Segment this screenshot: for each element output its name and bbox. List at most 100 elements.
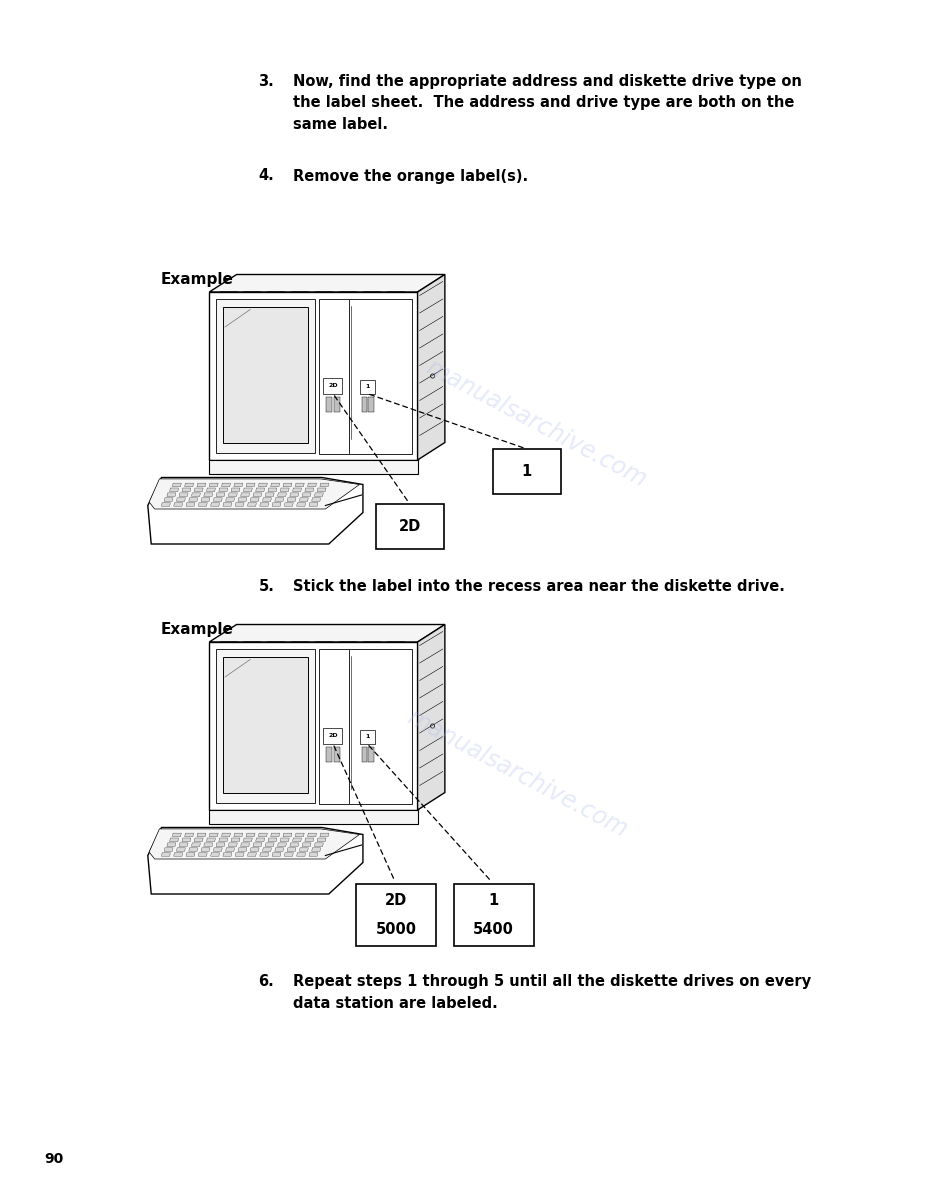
Polygon shape <box>209 810 418 824</box>
Polygon shape <box>174 503 182 506</box>
Polygon shape <box>213 848 223 851</box>
Polygon shape <box>260 503 269 506</box>
Polygon shape <box>194 838 203 842</box>
Polygon shape <box>149 828 360 858</box>
Polygon shape <box>231 488 240 491</box>
Polygon shape <box>360 730 375 744</box>
Polygon shape <box>149 479 360 509</box>
Polygon shape <box>222 833 230 837</box>
Polygon shape <box>173 833 181 837</box>
Polygon shape <box>179 492 188 496</box>
Polygon shape <box>223 852 232 856</box>
Polygon shape <box>210 503 220 506</box>
Text: Stick the label into the recess area near the diskette drive.: Stick the label into the recess area nea… <box>293 579 785 594</box>
Polygon shape <box>185 833 193 837</box>
Polygon shape <box>167 492 176 496</box>
Text: Now, find the appropriate address and diskette drive type on: Now, find the appropriate address and di… <box>293 73 802 89</box>
Polygon shape <box>170 488 178 491</box>
Polygon shape <box>240 492 250 496</box>
Polygon shape <box>260 852 269 856</box>
Text: the label sheet.  The address and drive type are both on the: the label sheet. The address and drive t… <box>293 95 794 111</box>
Polygon shape <box>308 833 316 837</box>
Text: 1: 1 <box>365 384 369 389</box>
Polygon shape <box>236 852 244 856</box>
Text: 5000: 5000 <box>376 922 417 937</box>
Polygon shape <box>312 848 320 851</box>
Polygon shape <box>164 848 173 851</box>
Polygon shape <box>418 625 445 810</box>
Polygon shape <box>360 379 375 394</box>
Polygon shape <box>234 483 243 486</box>
Text: 1: 1 <box>522 464 532 479</box>
Polygon shape <box>293 838 301 842</box>
Polygon shape <box>209 460 418 467</box>
Polygon shape <box>185 483 193 486</box>
Polygon shape <box>318 649 412 804</box>
Text: 6.: 6. <box>258 974 274 988</box>
Polygon shape <box>315 492 323 496</box>
Polygon shape <box>246 833 255 837</box>
Polygon shape <box>300 497 308 501</box>
Polygon shape <box>216 649 316 803</box>
Polygon shape <box>240 843 250 846</box>
Text: manualsarchive.com: manualsarchive.com <box>403 706 631 843</box>
Polygon shape <box>248 852 256 856</box>
Polygon shape <box>258 833 268 837</box>
Polygon shape <box>238 848 247 851</box>
Polygon shape <box>287 848 296 851</box>
Polygon shape <box>283 483 292 486</box>
Polygon shape <box>334 746 340 762</box>
Polygon shape <box>266 492 274 496</box>
Polygon shape <box>194 488 203 491</box>
Polygon shape <box>186 852 195 856</box>
Polygon shape <box>290 492 299 496</box>
Polygon shape <box>209 625 445 642</box>
Polygon shape <box>297 503 305 506</box>
Text: 1: 1 <box>488 893 499 908</box>
Polygon shape <box>305 838 314 842</box>
Polygon shape <box>278 492 286 496</box>
Polygon shape <box>177 848 185 851</box>
Polygon shape <box>167 843 176 846</box>
Text: manualsarchive.com: manualsarchive.com <box>423 355 651 492</box>
Polygon shape <box>213 497 223 501</box>
Polygon shape <box>418 275 445 460</box>
Polygon shape <box>198 852 208 856</box>
Text: 3.: 3. <box>258 73 274 89</box>
Polygon shape <box>225 848 235 851</box>
Polygon shape <box>209 483 218 486</box>
Polygon shape <box>281 838 289 842</box>
Polygon shape <box>209 810 418 818</box>
Polygon shape <box>243 488 253 491</box>
Polygon shape <box>192 843 200 846</box>
Polygon shape <box>287 497 296 501</box>
Polygon shape <box>173 483 181 486</box>
Polygon shape <box>219 838 228 842</box>
Polygon shape <box>164 497 173 501</box>
Polygon shape <box>296 833 304 837</box>
Polygon shape <box>278 843 286 846</box>
Polygon shape <box>228 492 238 496</box>
Polygon shape <box>320 833 329 837</box>
Polygon shape <box>368 397 374 413</box>
Text: 5.: 5. <box>258 579 274 594</box>
Polygon shape <box>255 488 265 491</box>
Polygon shape <box>223 307 308 443</box>
Polygon shape <box>362 397 367 413</box>
Text: 2D: 2D <box>385 893 408 908</box>
Polygon shape <box>236 503 244 506</box>
Polygon shape <box>219 488 228 491</box>
Text: Example: Example <box>161 272 234 287</box>
Polygon shape <box>246 483 255 486</box>
Polygon shape <box>210 852 220 856</box>
Polygon shape <box>192 492 200 496</box>
Polygon shape <box>323 728 343 744</box>
Text: 1: 1 <box>365 734 369 739</box>
Polygon shape <box>270 833 280 837</box>
Polygon shape <box>207 838 215 842</box>
Polygon shape <box>162 852 170 856</box>
Polygon shape <box>189 497 197 501</box>
Polygon shape <box>177 497 185 501</box>
Polygon shape <box>197 483 206 486</box>
Polygon shape <box>201 497 210 501</box>
